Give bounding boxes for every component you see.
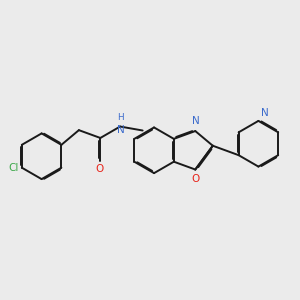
Text: O: O (191, 174, 200, 184)
Text: N: N (192, 116, 200, 126)
Text: N: N (117, 125, 124, 136)
Text: N: N (261, 108, 268, 118)
Text: H: H (117, 112, 124, 122)
Text: Cl: Cl (8, 163, 19, 173)
Text: O: O (95, 164, 103, 174)
